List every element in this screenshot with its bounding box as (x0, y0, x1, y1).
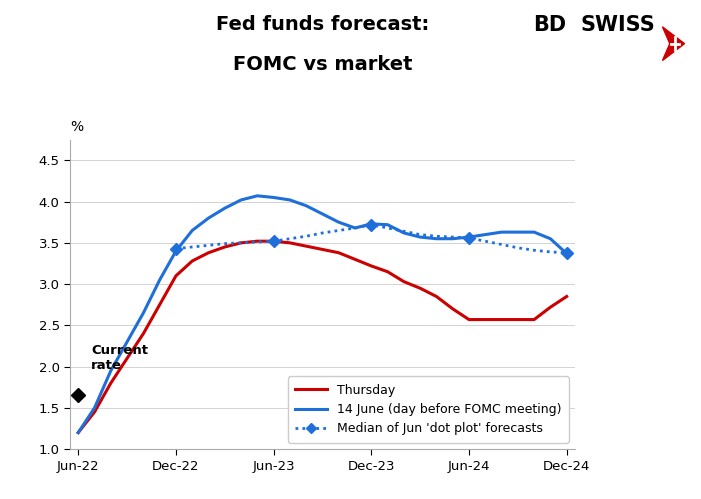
Text: %: % (70, 120, 83, 134)
Text: FOMC vs market: FOMC vs market (233, 55, 412, 74)
Text: Current
rate: Current rate (91, 344, 149, 372)
Text: SWISS: SWISS (580, 15, 655, 35)
Polygon shape (662, 27, 684, 60)
Text: BD: BD (533, 15, 566, 35)
Text: Fed funds forecast:: Fed funds forecast: (216, 15, 429, 34)
Legend: Thursday, 14 June (day before FOMC meeting), Median of Jun 'dot plot' forecasts: Thursday, 14 June (day before FOMC meeti… (288, 376, 569, 443)
